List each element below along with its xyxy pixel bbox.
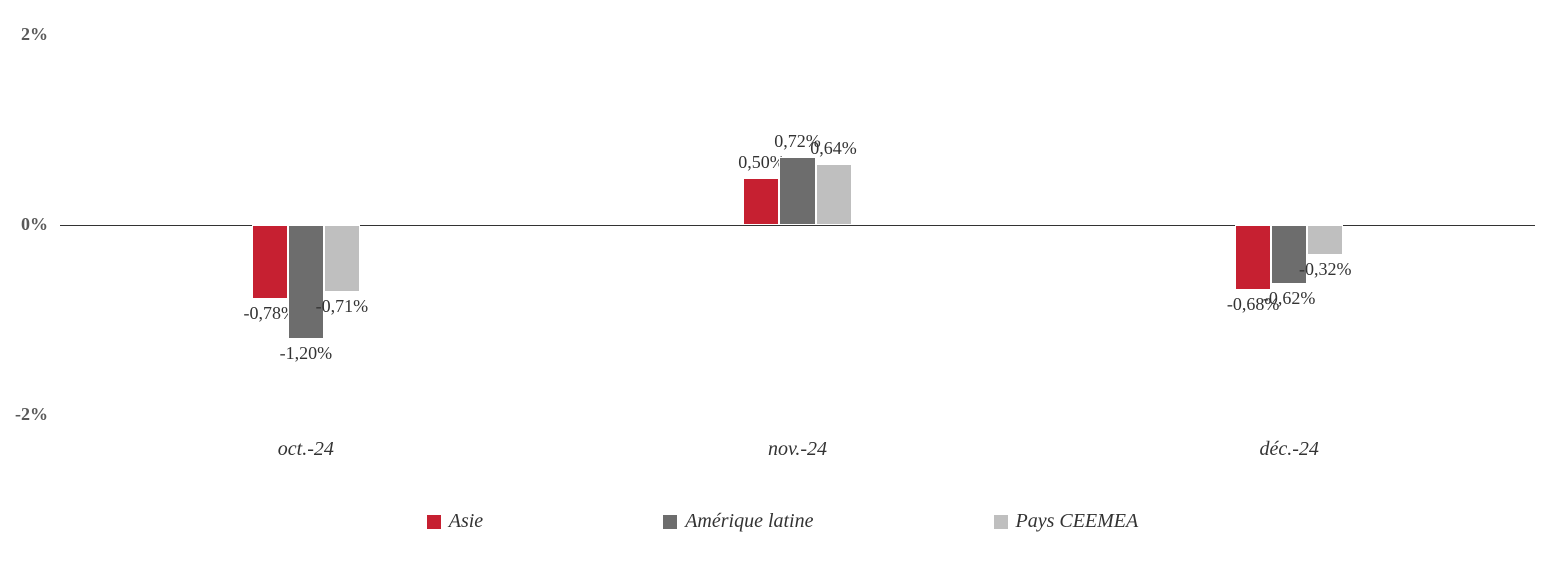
bar-value-label: -1,20% (266, 343, 346, 364)
legend-item: Asie (427, 510, 483, 533)
bar-ceemea (816, 164, 852, 225)
y-tick-label: 0% (0, 214, 48, 235)
legend-label: Asie (449, 510, 483, 533)
legend-swatch (663, 515, 677, 529)
y-tick-label: 2% (0, 24, 48, 45)
bar-ceemea (1307, 225, 1343, 255)
x-tick-label: nov.-24 (718, 438, 878, 461)
bar-asie (252, 225, 288, 299)
bar-amlat (779, 157, 815, 225)
bar-value-label: -0,32% (1285, 259, 1365, 280)
y-tick-label: -2% (0, 404, 48, 425)
legend-swatch (427, 515, 441, 529)
bar-value-label: -0,71% (302, 296, 382, 317)
grouped-bar-chart: 2%0%-2%oct.-24-0,78%-1,20%-0,71%nov.-240… (0, 0, 1565, 562)
legend-label: Pays CEEMEA (1016, 510, 1139, 533)
legend-item: Amérique latine (663, 510, 813, 533)
bar-asie (743, 178, 779, 226)
bar-value-label: 0,64% (794, 138, 874, 159)
bar-ceemea (324, 225, 360, 292)
bar-amlat (288, 225, 324, 339)
bar-asie (1235, 225, 1271, 290)
legend-item: Pays CEEMEA (994, 510, 1139, 533)
x-tick-label: déc.-24 (1209, 438, 1369, 461)
legend-label: Amérique latine (685, 510, 813, 533)
legend: Asie Amérique latine Pays CEEMEA (0, 510, 1565, 533)
x-tick-label: oct.-24 (226, 438, 386, 461)
legend-swatch (994, 515, 1008, 529)
bar-value-label: -0,62% (1249, 288, 1329, 309)
